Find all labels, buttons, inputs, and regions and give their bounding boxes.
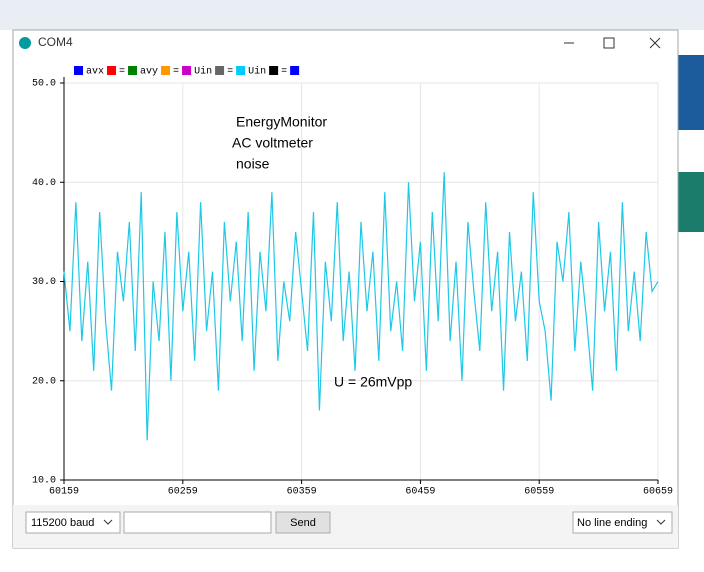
x-tick-label: 60159 — [49, 487, 79, 498]
y-tick-label: 30.0 — [32, 277, 56, 288]
annotation: noise — [236, 156, 270, 172]
legend-label: = — [227, 67, 233, 78]
legend-label: Uin — [194, 66, 212, 78]
legend-label: avx — [86, 67, 104, 78]
baud-label: 115200 baud — [31, 517, 94, 529]
legend-swatch — [236, 66, 246, 75]
legend-label: = — [173, 67, 179, 78]
send-button[interactable] — [275, 511, 331, 534]
x-tick-label: 60559 — [524, 487, 554, 498]
close[interactable] — [649, 37, 661, 49]
maximize[interactable] — [603, 37, 615, 49]
legend-swatch — [128, 66, 138, 75]
chevron — [656, 519, 666, 525]
line-ending-label: No line ending — [577, 517, 647, 529]
desktop-strip — [0, 0, 704, 30]
legend-swatch — [107, 66, 117, 75]
chevron — [103, 519, 113, 525]
legend-swatch — [182, 66, 192, 75]
x-tick-label: 60659 — [643, 487, 673, 498]
legend-label: Uin — [248, 66, 266, 78]
legend-swatch — [161, 66, 171, 75]
legend-label: = — [281, 67, 287, 78]
app-icon — [19, 37, 31, 49]
legend-swatch — [269, 66, 279, 75]
annotation: U = 26mVpp — [334, 374, 412, 390]
send-label: Send — [290, 517, 316, 529]
legend-swatch — [215, 66, 225, 75]
y-tick-label: 20.0 — [32, 376, 56, 387]
x-tick-label: 60259 — [168, 487, 198, 498]
legend-label: = — [119, 67, 125, 78]
annotation: EnergyMonitor — [236, 114, 327, 130]
window-title: COM4 — [38, 35, 73, 49]
x-tick-label: 60459 — [405, 487, 435, 498]
legend-swatch — [290, 66, 300, 75]
y-tick-label: 40.0 — [32, 178, 56, 189]
window — [12, 29, 679, 549]
y-tick-label: 50.0 — [32, 79, 56, 90]
baud-select[interactable] — [25, 511, 121, 534]
send-input[interactable] — [123, 511, 272, 534]
y-tick-label: 10.0 — [32, 476, 56, 487]
desktop-edge — [678, 55, 704, 130]
x-tick-label: 60359 — [287, 487, 317, 498]
line-ending-select[interactable] — [572, 511, 673, 534]
legend-swatch — [74, 66, 83, 75]
annotation: AC voltmeter — [232, 135, 313, 151]
series-line — [63, 172, 659, 441]
legend-label: avy — [140, 67, 158, 78]
desktop-edge — [678, 172, 704, 232]
